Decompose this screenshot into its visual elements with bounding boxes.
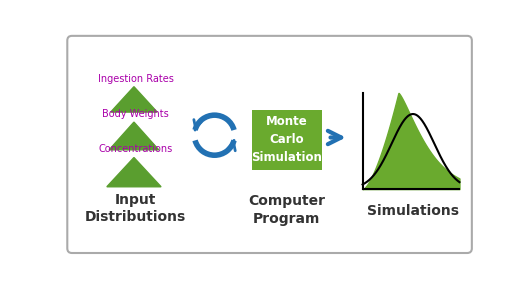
Text: Input
Distributions: Input Distributions: [85, 193, 186, 224]
Polygon shape: [110, 87, 157, 112]
Text: Simulations: Simulations: [367, 204, 459, 219]
FancyBboxPatch shape: [252, 110, 321, 170]
FancyBboxPatch shape: [67, 36, 472, 253]
Polygon shape: [107, 158, 161, 187]
Text: Computer
Program: Computer Program: [248, 194, 325, 226]
Text: Concentrations: Concentrations: [98, 144, 173, 154]
Polygon shape: [109, 122, 159, 150]
Text: Body Weights: Body Weights: [102, 109, 169, 119]
Text: Monte
Carlo
Simulation: Monte Carlo Simulation: [251, 115, 322, 164]
Text: Ingestion Rates: Ingestion Rates: [97, 74, 174, 84]
